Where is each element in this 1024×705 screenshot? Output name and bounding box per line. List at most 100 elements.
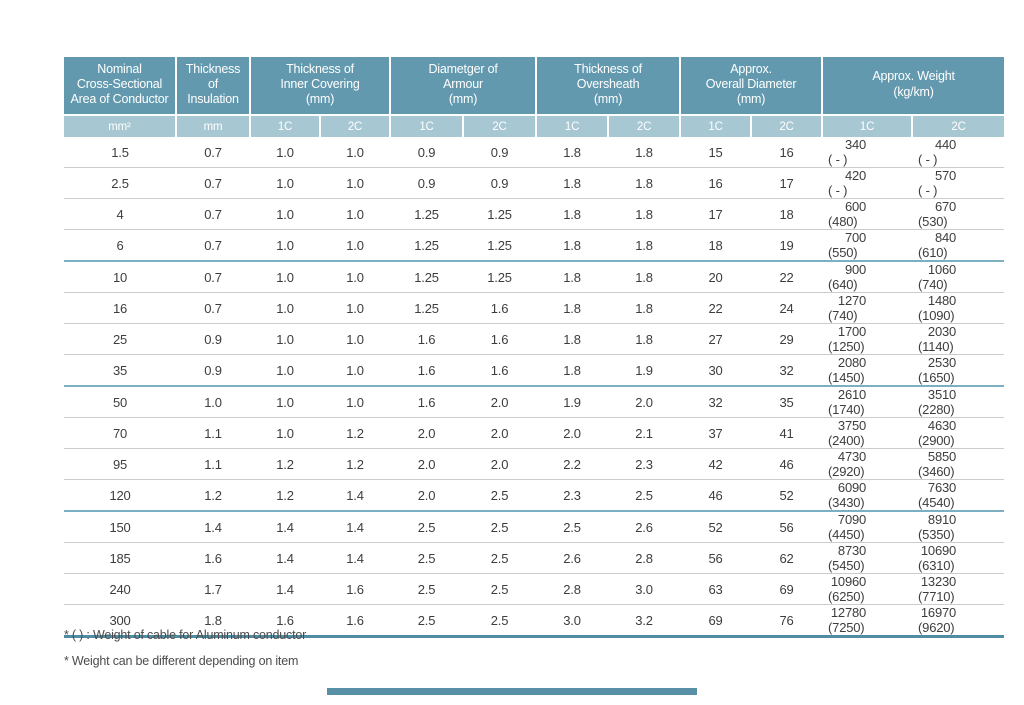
cell-armour-diameter-1c: 1.25 — [390, 292, 464, 324]
footer-accent-bar — [327, 688, 697, 695]
cell-area: 2.5 — [64, 167, 176, 199]
table-row: 300 1.8 1.6 1.6 2.5 2.5 3.0 3.2 69 76 12780(7250) 1… — [64, 604, 1005, 638]
table-row: 185 1.6 1.4 1.4 2.5 2.5 2.6 2.8 56 62 8730(5450) 10… — [64, 542, 1005, 574]
weight-value: 10690 — [920, 543, 957, 558]
cell-insulation: 0.9 — [176, 323, 250, 355]
cell-weight-1c: 4730(2920) — [822, 448, 913, 480]
cell-armour-diameter-1c: 0.9 — [390, 137, 464, 168]
cell-weight-1c: 7090(4450) — [822, 511, 913, 543]
cell-weight-1c: 3750(2400) — [822, 417, 913, 449]
cell-armour-diameter-2c: 1.6 — [463, 292, 537, 324]
cell-overall-diameter-1c: 17 — [680, 198, 752, 230]
header-overall-diameter: Approx. Overall Diameter (mm) — [679, 57, 823, 115]
cell-weight-2c: 570( - ) — [912, 167, 1005, 199]
cell-insulation: 1.2 — [176, 479, 250, 512]
header-conductor-area: Nominal Cross-Sectional Area of Conducto… — [64, 57, 176, 115]
subheader-weight-1c: 1C — [821, 114, 913, 137]
cell-inner-covering-2c: 1.6 — [320, 604, 391, 638]
weight-value: 12780 — [830, 605, 867, 620]
cell-inner-covering-1c: 1.4 — [250, 573, 320, 605]
cell-insulation: 1.1 — [176, 417, 250, 449]
cell-overall-diameter-1c: 63 — [680, 573, 752, 605]
table-row: 1.5 0.7 1.0 1.0 0.9 0.9 1.8 1.8 15 16 340( - ) 440(… — [64, 137, 1005, 168]
header-insulation-thickness: Thickness of Insulation — [175, 57, 250, 115]
cell-armour-diameter-1c: 2.5 — [390, 604, 464, 638]
cell-weight-2c: 670(530) — [912, 198, 1005, 230]
cell-oversheath-2c: 2.3 — [608, 448, 681, 480]
cell-oversheath-1c: 1.8 — [536, 229, 609, 262]
table-row: 95 1.1 1.2 1.2 2.0 2.0 2.2 2.3 42 46 4730(2920) 585… — [64, 448, 1005, 480]
cell-armour-diameter-1c: 1.25 — [390, 229, 464, 262]
cell-inner-covering-1c: 1.0 — [250, 167, 320, 199]
weight-aluminum-value: (610) — [918, 245, 948, 260]
cell-insulation: 0.7 — [176, 167, 250, 199]
cell-inner-covering-1c: 1.4 — [250, 511, 320, 543]
cell-insulation: 1.0 — [176, 386, 250, 418]
weight-value: 440 — [934, 137, 957, 152]
weight-value: 13230 — [920, 574, 957, 589]
weight-aluminum-value: (3460) — [918, 464, 955, 479]
subheader-inner-covering-1c: 1C — [249, 114, 320, 137]
cell-area: 50 — [64, 386, 176, 418]
cell-insulation: 1.4 — [176, 511, 250, 543]
cell-armour-diameter-2c: 0.9 — [463, 167, 537, 199]
cell-overall-diameter-2c: 22 — [751, 261, 823, 293]
cell-oversheath-2c: 3.0 — [608, 573, 681, 605]
cell-area: 300 — [64, 604, 176, 638]
weight-value: 670 — [934, 199, 957, 214]
cell-inner-covering-2c: 1.0 — [320, 229, 391, 262]
weight-value: 900 — [844, 262, 867, 277]
cell-oversheath-2c: 2.0 — [608, 386, 681, 418]
cell-inner-covering-1c: 1.6 — [250, 604, 320, 638]
cell-overall-diameter-1c: 30 — [680, 354, 752, 387]
weight-value: 10960 — [830, 574, 867, 589]
cell-area: 120 — [64, 479, 176, 512]
weight-aluminum-value: (5450) — [828, 558, 865, 573]
cell-weight-2c: 10690(6310) — [912, 542, 1005, 574]
cell-inner-covering-2c: 1.0 — [320, 292, 391, 324]
cell-armour-diameter-1c: 2.0 — [390, 479, 464, 512]
weight-aluminum-value: (530) — [918, 214, 948, 229]
cell-insulation: 0.7 — [176, 229, 250, 262]
cell-inner-covering-1c: 1.2 — [250, 479, 320, 512]
table-row: 120 1.2 1.2 1.4 2.0 2.5 2.3 2.5 46 52 6090(3430) 76… — [64, 479, 1005, 512]
weight-aluminum-value: ( - ) — [918, 152, 938, 167]
cell-weight-2c: 2530(1650) — [912, 354, 1005, 387]
cell-overall-diameter-2c: 19 — [751, 229, 823, 262]
cell-area: 240 — [64, 573, 176, 605]
cell-overall-diameter-2c: 69 — [751, 573, 823, 605]
cell-insulation: 0.9 — [176, 354, 250, 387]
cell-insulation: 1.8 — [176, 604, 250, 638]
table-row: 70 1.1 1.0 1.2 2.0 2.0 2.0 2.1 37 41 3750(2400) 463… — [64, 417, 1005, 449]
weight-aluminum-value: (480) — [828, 214, 858, 229]
table-row: 25 0.9 1.0 1.0 1.6 1.6 1.8 1.8 27 29 1700(1250) 203… — [64, 323, 1005, 355]
cell-area: 25 — [64, 323, 176, 355]
weight-aluminum-value: ( - ) — [828, 183, 848, 198]
cell-armour-diameter-1c: 1.6 — [390, 323, 464, 355]
cell-armour-diameter-1c: 2.0 — [390, 417, 464, 449]
weight-aluminum-value: (2900) — [918, 433, 955, 448]
footnote-weight-disclaimer: * Weight can be different depending on i… — [64, 654, 299, 668]
cell-inner-covering-1c: 1.0 — [250, 261, 320, 293]
weight-value: 3510 — [927, 387, 957, 402]
cell-inner-covering-1c: 1.0 — [250, 354, 320, 387]
weight-value: 700 — [844, 230, 867, 245]
cell-weight-2c: 3510(2280) — [912, 386, 1005, 418]
cell-armour-diameter-1c: 2.0 — [390, 448, 464, 480]
cell-area: 70 — [64, 417, 176, 449]
cell-weight-2c: 5850(3460) — [912, 448, 1005, 480]
weight-value: 8910 — [927, 512, 957, 527]
cell-overall-diameter-1c: 37 — [680, 417, 752, 449]
cell-area: 1.5 — [64, 137, 176, 168]
cell-armour-diameter-2c: 0.9 — [463, 137, 537, 168]
cell-overall-diameter-2c: 24 — [751, 292, 823, 324]
weight-value: 1700 — [837, 324, 867, 339]
cell-armour-diameter-2c: 1.6 — [463, 354, 537, 387]
cell-oversheath-1c: 1.8 — [536, 137, 609, 168]
cell-inner-covering-1c: 1.4 — [250, 542, 320, 574]
cell-oversheath-2c: 2.1 — [608, 417, 681, 449]
table-row: 16 0.7 1.0 1.0 1.25 1.6 1.8 1.8 22 24 1270(740) 148… — [64, 292, 1005, 324]
weight-value: 420 — [844, 168, 867, 183]
weight-aluminum-value: (9620) — [918, 620, 955, 635]
subheader-oversheath-2c: 2C — [607, 114, 681, 137]
